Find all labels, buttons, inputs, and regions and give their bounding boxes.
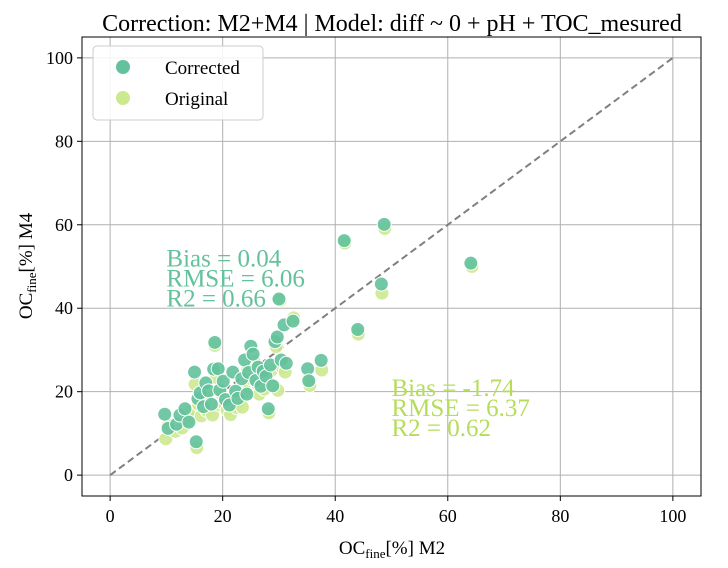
y-tick-label: 0: [64, 465, 73, 485]
data-point-corrected: [187, 364, 203, 380]
x-axis-ticks: 0 20 40 60 80 100: [106, 496, 686, 526]
data-point-corrected: [239, 386, 255, 402]
data-point-corrected: [260, 401, 276, 417]
y-axis-label-main: OC: [16, 293, 37, 319]
x-tick-label: 40: [326, 506, 344, 526]
data-point-corrected: [157, 406, 173, 422]
y-tick-label: 20: [55, 382, 73, 402]
x-tick-label: 60: [439, 506, 457, 526]
data-point-corrected: [278, 355, 294, 371]
stat-line: Bias = 0.04: [166, 246, 281, 273]
y-axis-label-sub: fine: [24, 272, 39, 292]
data-point-corrected: [207, 334, 223, 350]
x-axis-label: OCfine[%] M2: [339, 538, 445, 561]
data-point-corrected: [336, 233, 352, 249]
data-point-corrected: [210, 361, 226, 377]
data-point-corrected: [177, 401, 193, 417]
y-tick-label: 60: [55, 215, 73, 235]
y-axis-label: OCfine[%] M4: [16, 212, 39, 319]
x-axis-label-sub: fine: [365, 546, 385, 561]
plot-frame: [81, 36, 702, 497]
y-tick-label: 80: [55, 131, 73, 151]
y-tick-label: 100: [46, 48, 73, 68]
data-point-corrected: [203, 396, 219, 412]
data-point-corrected: [350, 322, 366, 338]
data-point-corrected: [245, 346, 261, 362]
stat-line: R2 = 0.66: [166, 286, 266, 313]
legend-marker-original: [116, 91, 130, 105]
data-point-corrected: [313, 352, 329, 368]
data-point-corrected: [376, 216, 392, 232]
stat-line: R2 = 0.62: [392, 415, 492, 442]
data-point-corrected: [463, 255, 479, 271]
x-tick-label: 80: [551, 506, 569, 526]
series-corrected: [157, 216, 479, 450]
legend-label-original: Original: [165, 89, 228, 110]
stat-line: RMSE = 6.37: [392, 395, 530, 422]
y-axis-label-rest: [%] M4: [16, 212, 37, 272]
y-tick-label: 40: [55, 298, 73, 318]
data-point-corrected: [285, 313, 301, 329]
legend-label-corrected: Corrected: [165, 58, 240, 79]
data-point-corrected: [269, 329, 285, 345]
data-point-corrected: [301, 373, 317, 389]
data-point-corrected: [265, 378, 281, 394]
y-axis-ticks: 0 20 40 60 80 100: [46, 48, 82, 485]
chart-title: Correction: M2+M4 | Model: diff ~ 0 + pH…: [102, 11, 682, 37]
x-tick-label: 20: [214, 506, 232, 526]
stat-line: Bias = -1.74: [392, 375, 516, 402]
x-axis-label-rest: [%] M2: [385, 538, 445, 559]
legend: Corrected Original: [92, 45, 264, 121]
x-axis-label-main: OC: [339, 538, 365, 559]
legend-marker-corrected: [116, 60, 130, 74]
x-tick-label: 0: [106, 506, 115, 526]
legend-box: [92, 45, 264, 121]
data-point-corrected: [271, 291, 287, 307]
data-point-corrected: [373, 276, 389, 292]
data-point-corrected: [181, 414, 197, 430]
data-point-corrected: [215, 373, 231, 389]
stat-line: RMSE = 6.06: [166, 266, 304, 293]
x-tick-label: 100: [659, 506, 686, 526]
data-point-corrected: [188, 434, 204, 450]
